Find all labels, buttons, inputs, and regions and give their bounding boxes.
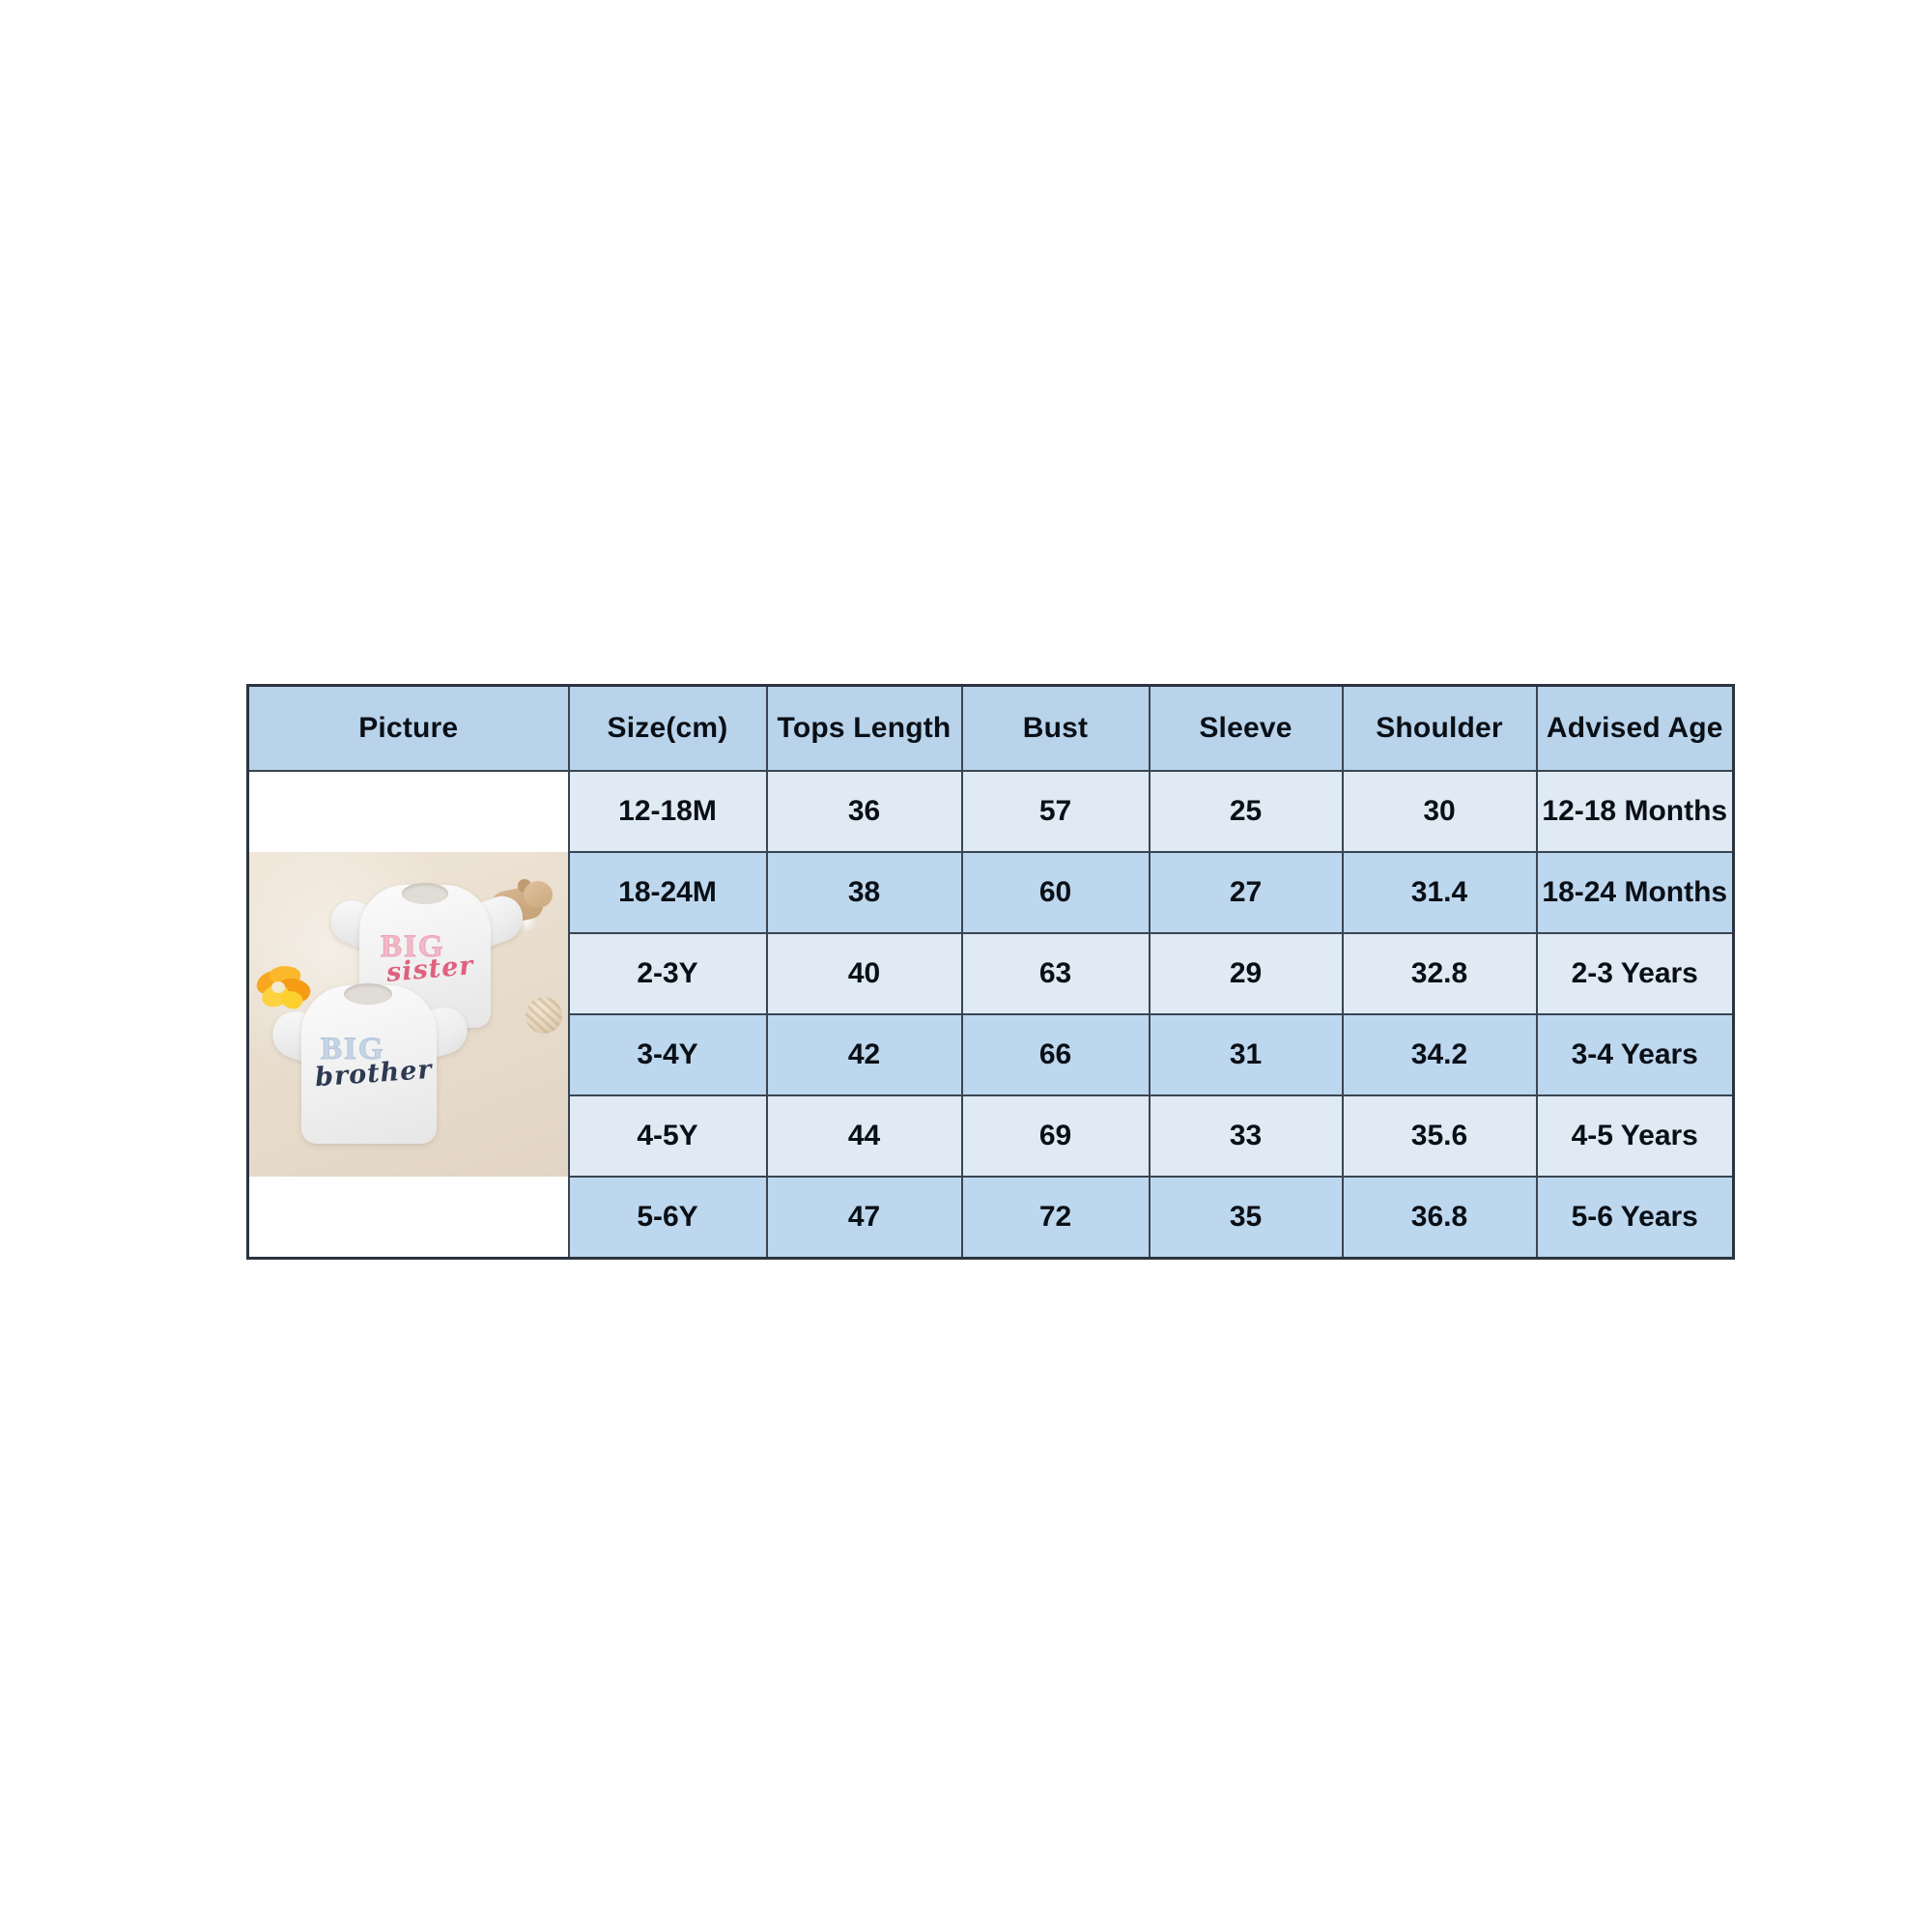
cell-shoulder: 36.8 xyxy=(1341,1176,1538,1260)
cell-size: 18-24M xyxy=(567,851,768,934)
cell-sleeve: 33 xyxy=(1148,1094,1344,1178)
cell-size: 5-6Y xyxy=(567,1176,768,1260)
collar xyxy=(402,883,448,904)
table-row: 2-3Y 40 63 29 32.8 2-3 Years xyxy=(248,932,1735,1015)
cell-tops-length: 42 xyxy=(765,1013,963,1096)
table-row: 3-4Y 42 66 31 34.2 3-4 Years xyxy=(248,1013,1735,1096)
flower-decoration xyxy=(253,963,314,1013)
cell-advised-age: 3-4 Years xyxy=(1535,1013,1735,1096)
cell-sleeve: 31 xyxy=(1148,1013,1344,1096)
column-header-sleeve: Sleeve xyxy=(1148,684,1344,772)
column-header-size: Size(cm) xyxy=(567,684,768,772)
cell-tops-length: 36 xyxy=(765,770,963,853)
cell-shoulder: 34.2 xyxy=(1341,1013,1538,1096)
table-body: BIG sister BIG brother 12-18M xyxy=(246,770,1735,1260)
column-header-tops-length: Tops Length xyxy=(765,684,963,772)
cell-sleeve: 27 xyxy=(1148,851,1344,934)
column-header-picture: Picture xyxy=(246,684,570,772)
cell-bust: 69 xyxy=(960,1094,1151,1178)
cell-advised-age: 4-5 Years xyxy=(1535,1094,1735,1178)
column-header-shoulder: Shoulder xyxy=(1341,684,1538,772)
product-photo-cell: BIG sister BIG brother xyxy=(246,770,570,1260)
cell-advised-age: 2-3 Years xyxy=(1535,932,1735,1015)
collar xyxy=(344,983,392,1005)
brother-big-text: BIG xyxy=(321,1032,385,1067)
cell-tops-length: 40 xyxy=(765,932,963,1015)
cell-size: 3-4Y xyxy=(567,1013,768,1096)
column-header-advised-age: Advised Age xyxy=(1535,684,1735,772)
cell-advised-age: 18-24 Months xyxy=(1535,851,1735,934)
cell-bust: 66 xyxy=(960,1013,1151,1096)
cell-sleeve: 25 xyxy=(1148,770,1344,853)
cell-tops-length: 44 xyxy=(765,1094,963,1178)
cell-bust: 72 xyxy=(960,1176,1151,1260)
cell-sleeve: 29 xyxy=(1148,932,1344,1015)
size-chart-table: Picture Size(cm) Tops Length Bust Sleeve… xyxy=(246,684,1735,1260)
cell-shoulder: 35.6 xyxy=(1341,1094,1538,1178)
cell-sleeve: 35 xyxy=(1148,1176,1344,1260)
header-row: Picture Size(cm) Tops Length Bust Sleeve… xyxy=(246,684,1735,772)
table-row: 5-6Y 47 72 35 36.8 5-6 Years xyxy=(248,1176,1735,1260)
cell-shoulder: 31.4 xyxy=(1341,851,1538,934)
cell-tops-length: 38 xyxy=(765,851,963,934)
sister-big-text: BIG xyxy=(381,929,445,965)
cell-bust: 57 xyxy=(960,770,1151,853)
cell-shoulder: 32.8 xyxy=(1341,932,1538,1015)
cell-bust: 63 xyxy=(960,932,1151,1015)
cell-size: 12-18M xyxy=(567,770,768,853)
table-row: 18-24M 38 60 27 31.4 18-24 Months xyxy=(248,851,1735,934)
big-brother-sweatshirt: BIG brother xyxy=(266,968,473,1148)
cell-size: 2-3Y xyxy=(567,932,768,1015)
table-header: Picture Size(cm) Tops Length Bust Sleeve… xyxy=(246,684,1735,772)
cell-shoulder: 30 xyxy=(1341,770,1538,853)
cell-advised-age: 5-6 Years xyxy=(1535,1176,1735,1260)
cell-size: 4-5Y xyxy=(567,1094,768,1178)
table-row: BIG sister BIG brother 12-18M xyxy=(246,770,1735,1260)
table-row: 4-5Y 44 69 33 35.6 4-5 Years xyxy=(248,1094,1735,1178)
cell-bust: 60 xyxy=(960,851,1151,934)
column-header-bust: Bust xyxy=(960,684,1151,772)
cell-tops-length: 47 xyxy=(765,1176,963,1260)
product-photo: BIG sister BIG brother xyxy=(249,852,568,1177)
knit-ball-decoration xyxy=(525,997,562,1034)
size-chart-container: Picture Size(cm) Tops Length Bust Sleeve… xyxy=(246,684,1735,1260)
torso xyxy=(301,985,437,1144)
cell-advised-age: 12-18 Months xyxy=(1535,770,1735,853)
